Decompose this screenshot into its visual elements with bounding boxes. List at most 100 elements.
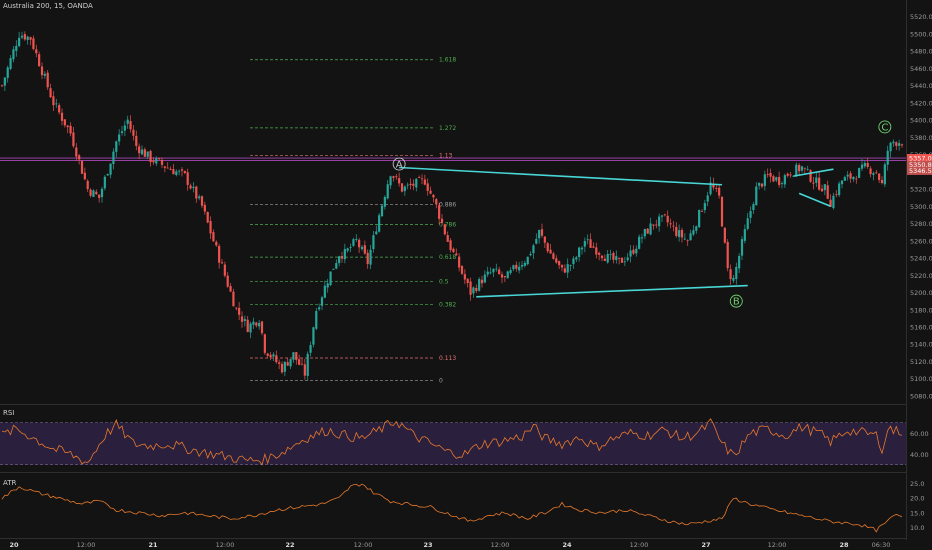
candle-body <box>749 211 752 218</box>
price-tick-label: 5280.0 <box>910 220 932 228</box>
candle-body <box>889 142 892 152</box>
candle-body <box>218 245 221 263</box>
candle-body <box>518 266 521 271</box>
candle-body <box>735 266 738 279</box>
price-pane[interactable]: 1.618 1.272 1.13 0.886 0.786 0.618 0.5 0.382 0.1… <box>0 31 906 384</box>
candle-body <box>729 269 732 280</box>
candle-body <box>78 155 81 160</box>
candle-body <box>552 253 555 259</box>
time-tick-label: 06:30 <box>872 541 891 549</box>
candle-body <box>280 363 284 373</box>
candle-body <box>726 242 729 269</box>
candle-body <box>480 279 484 284</box>
candle-body <box>340 256 344 259</box>
candle-body <box>706 195 709 202</box>
candle-body <box>855 178 858 180</box>
candle-body <box>415 178 418 188</box>
candle-body <box>126 119 129 124</box>
candle-body <box>678 230 681 237</box>
candle-body <box>620 257 624 263</box>
fib-level-label: 0.382 <box>439 302 456 309</box>
candle-body <box>800 166 804 171</box>
candle-body <box>315 310 318 329</box>
time-tick-label: 21 <box>148 541 158 549</box>
candle-body <box>403 186 406 192</box>
candle-body <box>72 132 75 147</box>
chart-title: Australia 200, 15, OANDA <box>3 2 93 10</box>
price-tick-label: 5140.0 <box>910 341 932 349</box>
candle-body <box>29 37 32 40</box>
trendline <box>798 192 831 208</box>
price-tick-label: 5220.0 <box>910 272 932 280</box>
candle-body <box>106 174 109 176</box>
candle-body <box>449 240 452 251</box>
candle-body <box>592 246 595 248</box>
candle-body <box>46 72 49 88</box>
candle-body <box>275 355 278 363</box>
time-tick-label: 12:00 <box>216 541 235 549</box>
candle-body <box>760 183 764 187</box>
candle-body <box>15 45 18 51</box>
rsi-pane[interactable]: RSI <box>0 409 906 466</box>
wave-label: C <box>881 122 888 133</box>
candle-body <box>529 253 532 256</box>
candle-body <box>186 172 189 185</box>
candle-body <box>532 245 535 254</box>
candle-body <box>458 256 461 268</box>
candle-body <box>383 196 386 207</box>
candle-body <box>440 218 444 223</box>
candle-body <box>663 214 666 216</box>
candle-body <box>26 36 29 41</box>
candle-body <box>43 73 46 76</box>
time-tick-label: 12:00 <box>630 541 649 549</box>
candle-body <box>409 183 412 186</box>
price-tick-label: 5460.0 <box>910 65 932 73</box>
time-tick-label: 20 <box>9 541 19 549</box>
price-tick-label: 5240.0 <box>910 255 932 263</box>
candle-body <box>420 178 424 180</box>
candle-body <box>598 252 601 255</box>
candle-body <box>466 278 469 283</box>
atr-pane[interactable]: ATR <box>1 479 903 533</box>
candle-body <box>206 211 209 223</box>
candle-body <box>755 186 758 206</box>
rsi-tick-label: 60.00 <box>910 430 929 438</box>
candle-body <box>563 268 566 273</box>
price-tick-label: 5120.0 <box>910 358 932 366</box>
candle-body <box>626 257 629 261</box>
candle-body <box>238 307 241 315</box>
candle-body <box>692 230 695 235</box>
candle-body <box>343 249 346 260</box>
candle-body <box>763 174 766 187</box>
candle-body <box>120 131 124 133</box>
candle-body <box>360 246 364 250</box>
candle-body <box>52 96 55 106</box>
candle-body <box>189 185 192 189</box>
candle-body <box>880 180 884 184</box>
candle-body <box>255 322 258 326</box>
candle-body <box>752 204 755 211</box>
trendline <box>399 166 723 186</box>
candle-body <box>180 169 184 171</box>
price-tag-label: 5346.5 <box>909 167 932 175</box>
candle-body <box>240 316 244 322</box>
price-tag-label: 5357.0 <box>909 154 932 162</box>
candle-body <box>558 261 561 266</box>
candle-body <box>229 285 232 292</box>
candle-body <box>426 183 429 191</box>
trendline <box>793 168 834 177</box>
candle-body <box>698 210 701 228</box>
candle-body <box>472 287 475 294</box>
candle-body <box>775 177 778 181</box>
candle-body <box>198 196 201 199</box>
candle-body <box>215 241 218 246</box>
candle-body <box>166 167 169 169</box>
candle-body <box>892 141 895 144</box>
candle-body <box>672 225 675 227</box>
candle-body <box>278 362 281 364</box>
candle-body <box>703 203 706 211</box>
candle-body <box>115 141 118 152</box>
price-tick-label: 5500.0 <box>910 30 932 38</box>
candle-body <box>872 173 875 175</box>
